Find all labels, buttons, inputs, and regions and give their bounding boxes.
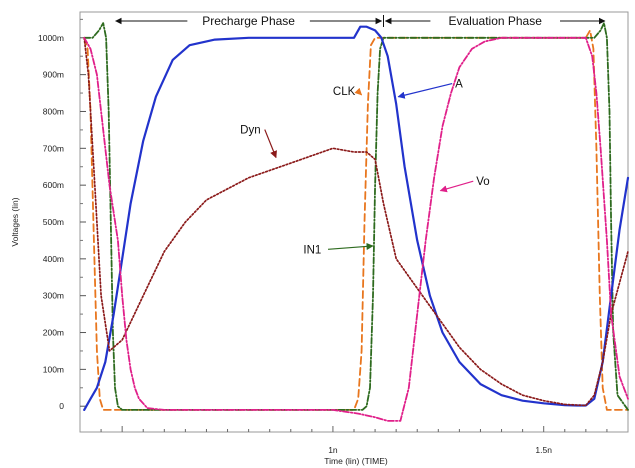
annotation-label-a: A <box>455 79 463 91</box>
y-tick-label: 600m <box>43 180 64 190</box>
y-tick-label: 0 <box>59 401 64 411</box>
annotation-label-in1: IN1 <box>303 244 321 256</box>
x-axis-label: Time (lin) (TIME) <box>324 456 388 466</box>
annotation-arrow-vo <box>439 180 474 193</box>
plot-frame <box>79 11 629 433</box>
y-axis: 0 100m 200m 300m 400m 500m 600m 700m 800m 900m 100… <box>38 18 86 411</box>
y-tick-label: 500m <box>43 217 64 227</box>
phase-label: Evaluation Phase <box>449 14 543 28</box>
annotation-label-dyn: Dyn <box>240 125 260 137</box>
y-tick-label: 400m <box>43 254 64 264</box>
y-tick-label: 1000m <box>38 33 64 43</box>
y-tick-label: 300m <box>43 291 64 301</box>
series-line-a <box>83 25 630 411</box>
series-annotations: CLK A Dyn Vo IN1 <box>240 79 489 257</box>
series-lines <box>83 22 630 422</box>
x-axis: 1n 1.5n <box>100 426 608 455</box>
x-tick-label: 1n <box>328 445 338 455</box>
series-line-vo <box>83 36 629 422</box>
annotation-label-vo: Vo <box>476 176 489 188</box>
series-line-dyn <box>83 36 629 407</box>
phase-label: Precharge Phase <box>202 14 295 28</box>
x-tick-label: 1.5n <box>535 445 552 455</box>
phase-markers: Precharge Phase Evaluation Phase <box>115 14 606 28</box>
y-tick-label: 200m <box>43 328 64 338</box>
series-line-clk <box>83 29 629 411</box>
annotation-arrow-clk <box>354 87 363 96</box>
y-tick-label: 800m <box>43 106 64 116</box>
annotation-arrow-in1 <box>327 242 374 251</box>
y-axis-label: Voltages (lin) <box>10 197 20 246</box>
series-line-in1 <box>83 22 629 411</box>
y-tick-label: 900m <box>43 70 64 80</box>
annotation-label-clk: CLK <box>333 86 356 98</box>
annotation-arrow-a <box>397 82 453 99</box>
annotation-arrow-dyn <box>264 129 277 159</box>
y-tick-label: 700m <box>43 143 64 153</box>
y-tick-label: 100m <box>43 364 64 374</box>
